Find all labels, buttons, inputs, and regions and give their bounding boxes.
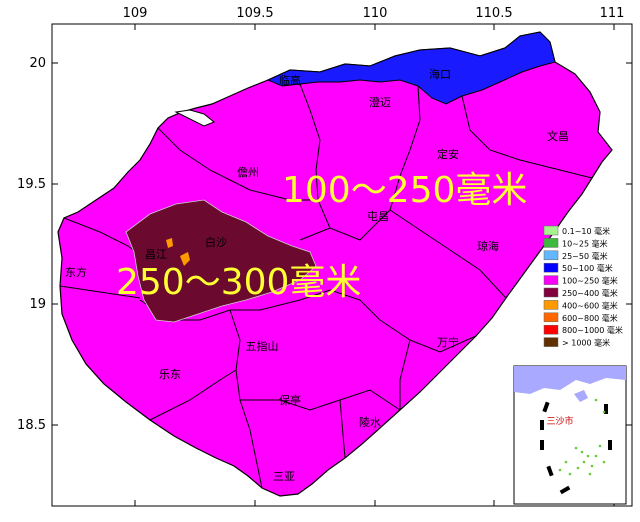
city-label-baoting: 保亭 [279,393,301,407]
city-label-wenchang: 文昌 [547,129,569,143]
city-label-ledong: 乐东 [159,368,181,381]
annotation-north-band: 100～250毫米 [282,170,527,211]
band-orange-spot [166,238,173,248]
city-label-tunchang: 屯昌 [367,210,389,223]
legend-swatch [543,324,559,335]
lon-tick-label: 111 [600,6,625,21]
city-label-changjiang: 昌江 [145,248,167,261]
inset-boundary-dashes [540,401,612,495]
city-label-qionghai: 琼海 [477,239,499,253]
legend-swatch [543,238,559,248]
city-label-wanning: 万宁 [437,335,459,349]
city-label-lingao: 临高 [279,73,301,87]
lat-tick-label: 19.5 [17,177,46,192]
band-orange-spot [180,252,190,266]
city-label-chengmai: 澄迈 [369,95,391,109]
legend-swatch [543,337,559,347]
city-label-danzhou: 儋州 [237,166,259,179]
inset-map: 三沙市 [513,365,627,505]
legend-swatch [543,287,559,298]
inset-islands [558,398,606,476]
legend-label: 50~100 毫米 [562,263,613,273]
lon-tick-label: 110 [363,6,388,21]
city-label-wuzhishan: 五指山 [246,339,279,353]
legend-swatch [543,262,559,273]
legend-label: > 1000 毫米 [562,338,610,348]
city-label-lingshui: 陵水 [359,416,381,429]
legend-label: 0.1~10 毫米 [562,226,610,236]
lat-tick-label: 20 [29,56,46,71]
band-maroon-west [125,199,317,323]
legend-swatch [543,312,559,323]
legend-swatch [543,275,559,285]
legend-label: 400~600 毫米 [562,300,618,310]
legend-label: 10~25 毫米 [562,238,608,248]
legend-label: 100~250 毫米 [562,276,618,286]
legend-swatch [543,225,559,236]
legend-label: 600~800 毫米 [562,313,618,323]
band-blue-north [266,31,556,105]
city-label-sanya: 三亚 [273,470,295,483]
legend-swatch [543,300,559,310]
inset-label-sansha: 三沙市 [546,415,573,427]
inset-land [514,366,626,394]
city-label-dongfang: 东方 [65,265,87,279]
lon-tick-label: 110.5 [475,6,512,21]
legend-swatch [543,250,559,261]
legend: 0.1~10 毫米 10~25 毫米 25~50 毫米 50~100 毫米 100~25… [543,225,623,348]
lon-tick-label: 109.5 [236,6,273,21]
inset-island [574,390,588,402]
coastal-inlet [174,109,215,127]
lon-tick-label: 109 [123,6,148,21]
city-label-baisha: 白沙 [205,235,227,249]
legend-label: 800~1000 毫米 [562,325,623,335]
legend-label: 250~400 毫米 [562,288,618,298]
city-label-dingan: 定安 [437,147,459,161]
lat-tick-label: 19 [29,297,46,312]
legend-label: 25~50 毫米 [562,251,608,261]
annotation-west-band: 250～300毫米 [116,262,361,303]
lat-tick-label: 18.5 [17,418,46,433]
city-label-haikou: 海口 [429,67,451,81]
lat-ticks [52,62,632,426]
